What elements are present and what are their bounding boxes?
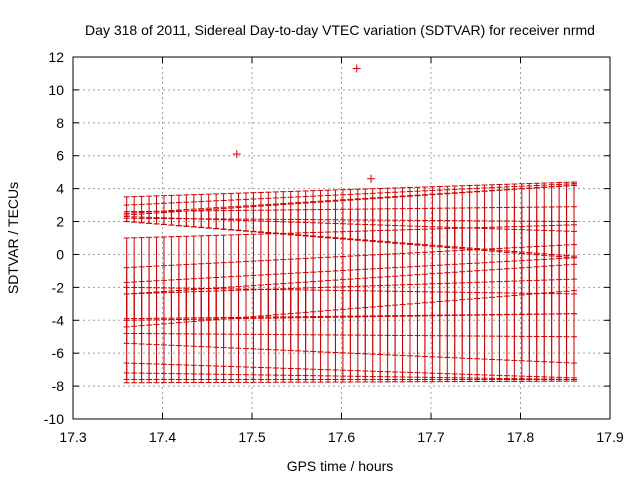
- y-tick-label: 0: [56, 246, 64, 262]
- data-series: [123, 64, 578, 384]
- series-level-8: [123, 181, 578, 214]
- outlier-point: [232, 150, 241, 159]
- y-tick-label: 4: [56, 181, 64, 197]
- x-tick-label: 17.9: [596, 429, 623, 445]
- series-level-7: [123, 184, 578, 259]
- x-tick-label: 17.4: [149, 429, 176, 445]
- x-tick-label: 17.3: [59, 429, 86, 445]
- x-tick-label: 17.6: [328, 429, 355, 445]
- y-tick-label: -2: [52, 279, 65, 295]
- y-tick-label: 8: [56, 115, 64, 131]
- y-tick-label: -10: [44, 411, 64, 427]
- x-tick-label: 17.7: [417, 429, 444, 445]
- y-tick-label: -8: [52, 378, 65, 394]
- outlier-point: [352, 64, 361, 73]
- x-tick-label: 17.8: [507, 429, 534, 445]
- y-tick-label: 6: [56, 148, 64, 164]
- x-axis-label: GPS time / hours: [287, 458, 394, 474]
- y-tick-label: 12: [48, 49, 64, 65]
- y-tick-label: 10: [48, 82, 64, 98]
- chart-title: Day 318 of 2011, Sidereal Day-to-day VTE…: [85, 22, 595, 38]
- outlier-point: [367, 174, 376, 183]
- x-tick-label: 17.5: [238, 429, 265, 445]
- y-axis-label: SDTVAR / TECUs: [5, 182, 21, 294]
- y-tick-label: 2: [56, 214, 64, 230]
- axis-ticks: -10 -8 -6 -4 -2 0 2 4 6 8 10 12 17.3 17.4 17.5 17.6 17.7…: [44, 49, 624, 445]
- y-tick-label: -4: [52, 312, 65, 328]
- y-tick-label: -6: [52, 345, 65, 361]
